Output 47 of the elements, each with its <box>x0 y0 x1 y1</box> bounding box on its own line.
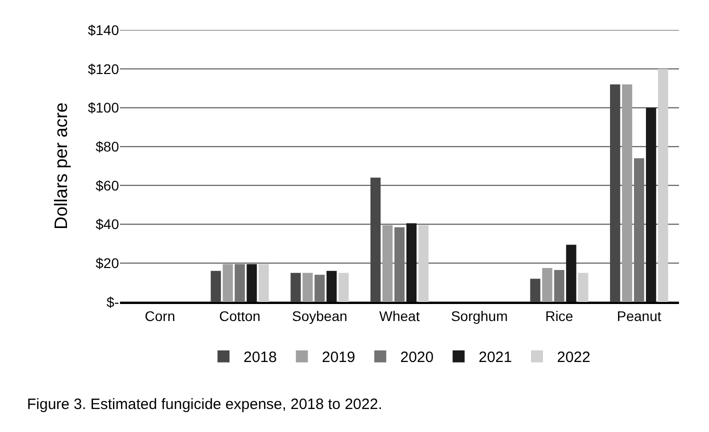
bar <box>246 264 257 302</box>
legend-label: 2019 <box>322 349 356 366</box>
caption: Figure 3. Estimated fungicide expense, 2018 to 2022. <box>27 396 382 413</box>
y-axis-title: Dollars per acre <box>51 102 72 230</box>
bar <box>382 225 393 302</box>
bar <box>394 227 405 302</box>
x-tick-label: Rice <box>545 308 574 324</box>
y-tick-label: $- <box>106 294 120 310</box>
y-tick-label: $60 <box>96 177 120 194</box>
bar <box>258 264 269 302</box>
x-tick-label: Corn <box>144 308 176 324</box>
bar <box>370 178 381 302</box>
bar <box>326 270 337 302</box>
bar <box>610 84 620 302</box>
bar <box>542 268 552 302</box>
x-tick-label: Soybean <box>292 308 348 324</box>
bar <box>578 272 588 302</box>
x-tick-label: Cotton <box>219 308 260 324</box>
bar <box>222 264 233 302</box>
bar <box>646 108 656 302</box>
legend-label: 2018 <box>244 349 277 366</box>
x-tick-label: Sorghum <box>450 308 508 324</box>
x-tick-label: Wheat <box>379 308 420 324</box>
x-tick-label: Peanut <box>616 308 662 324</box>
legend-label: 2021 <box>478 349 512 366</box>
bar <box>554 270 564 302</box>
bar <box>634 158 644 302</box>
legend-label: 2020 <box>400 349 434 366</box>
bar <box>338 272 349 302</box>
y-tick-label: $140 <box>88 22 120 38</box>
y-tick-label: $120 <box>88 60 120 77</box>
y-tick-label: $100 <box>88 100 120 116</box>
bar <box>234 264 245 302</box>
bar <box>210 270 221 302</box>
legend-label: 2022 <box>557 349 590 366</box>
bar <box>290 272 301 302</box>
bar <box>566 244 576 302</box>
bar <box>530 278 540 302</box>
bar <box>406 223 417 302</box>
bar <box>658 68 668 302</box>
bar <box>622 84 632 302</box>
bar <box>302 272 313 302</box>
bar <box>314 274 325 302</box>
bar <box>418 225 429 302</box>
y-tick-label: $40 <box>96 216 120 232</box>
y-tick-label: $80 <box>96 138 120 154</box>
y-tick-label: $20 <box>96 255 120 272</box>
